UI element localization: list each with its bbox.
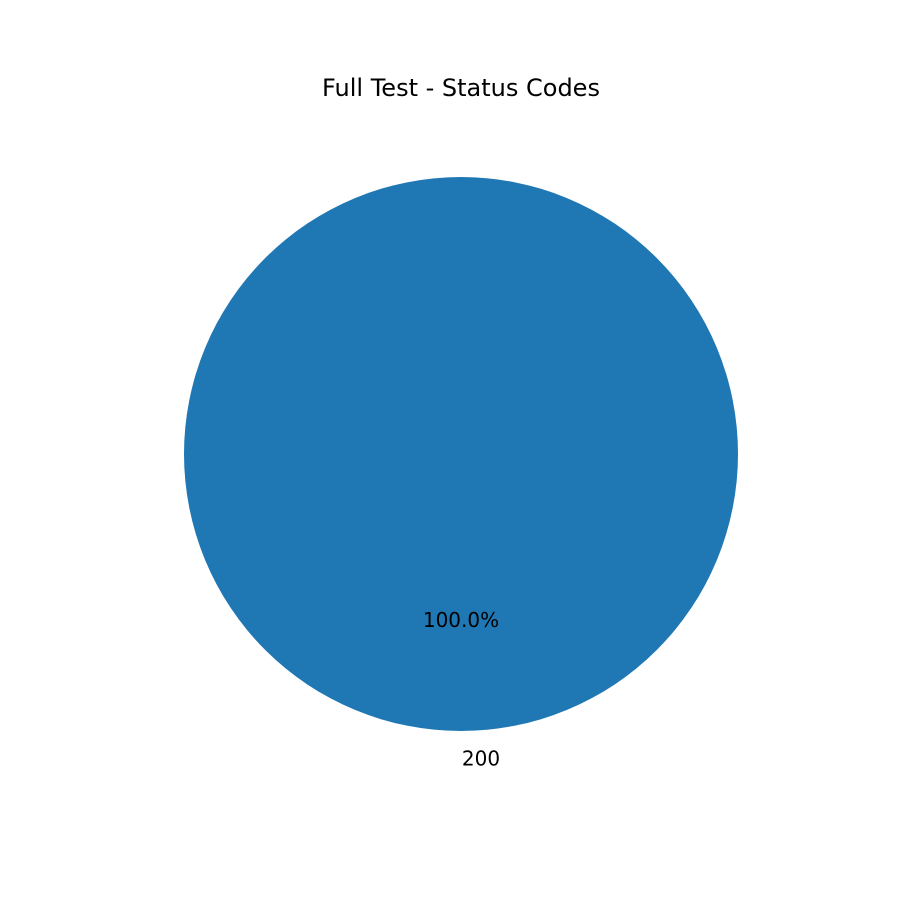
chart-title: Full Test - Status Codes (322, 74, 600, 102)
pie-category-label: 200 (462, 747, 500, 771)
pie-percent-label: 100.0% (423, 608, 499, 632)
pie-slice-200 (184, 177, 738, 731)
pie-labels: 100.0% 200 (423, 608, 500, 771)
pie-slices (184, 177, 738, 731)
